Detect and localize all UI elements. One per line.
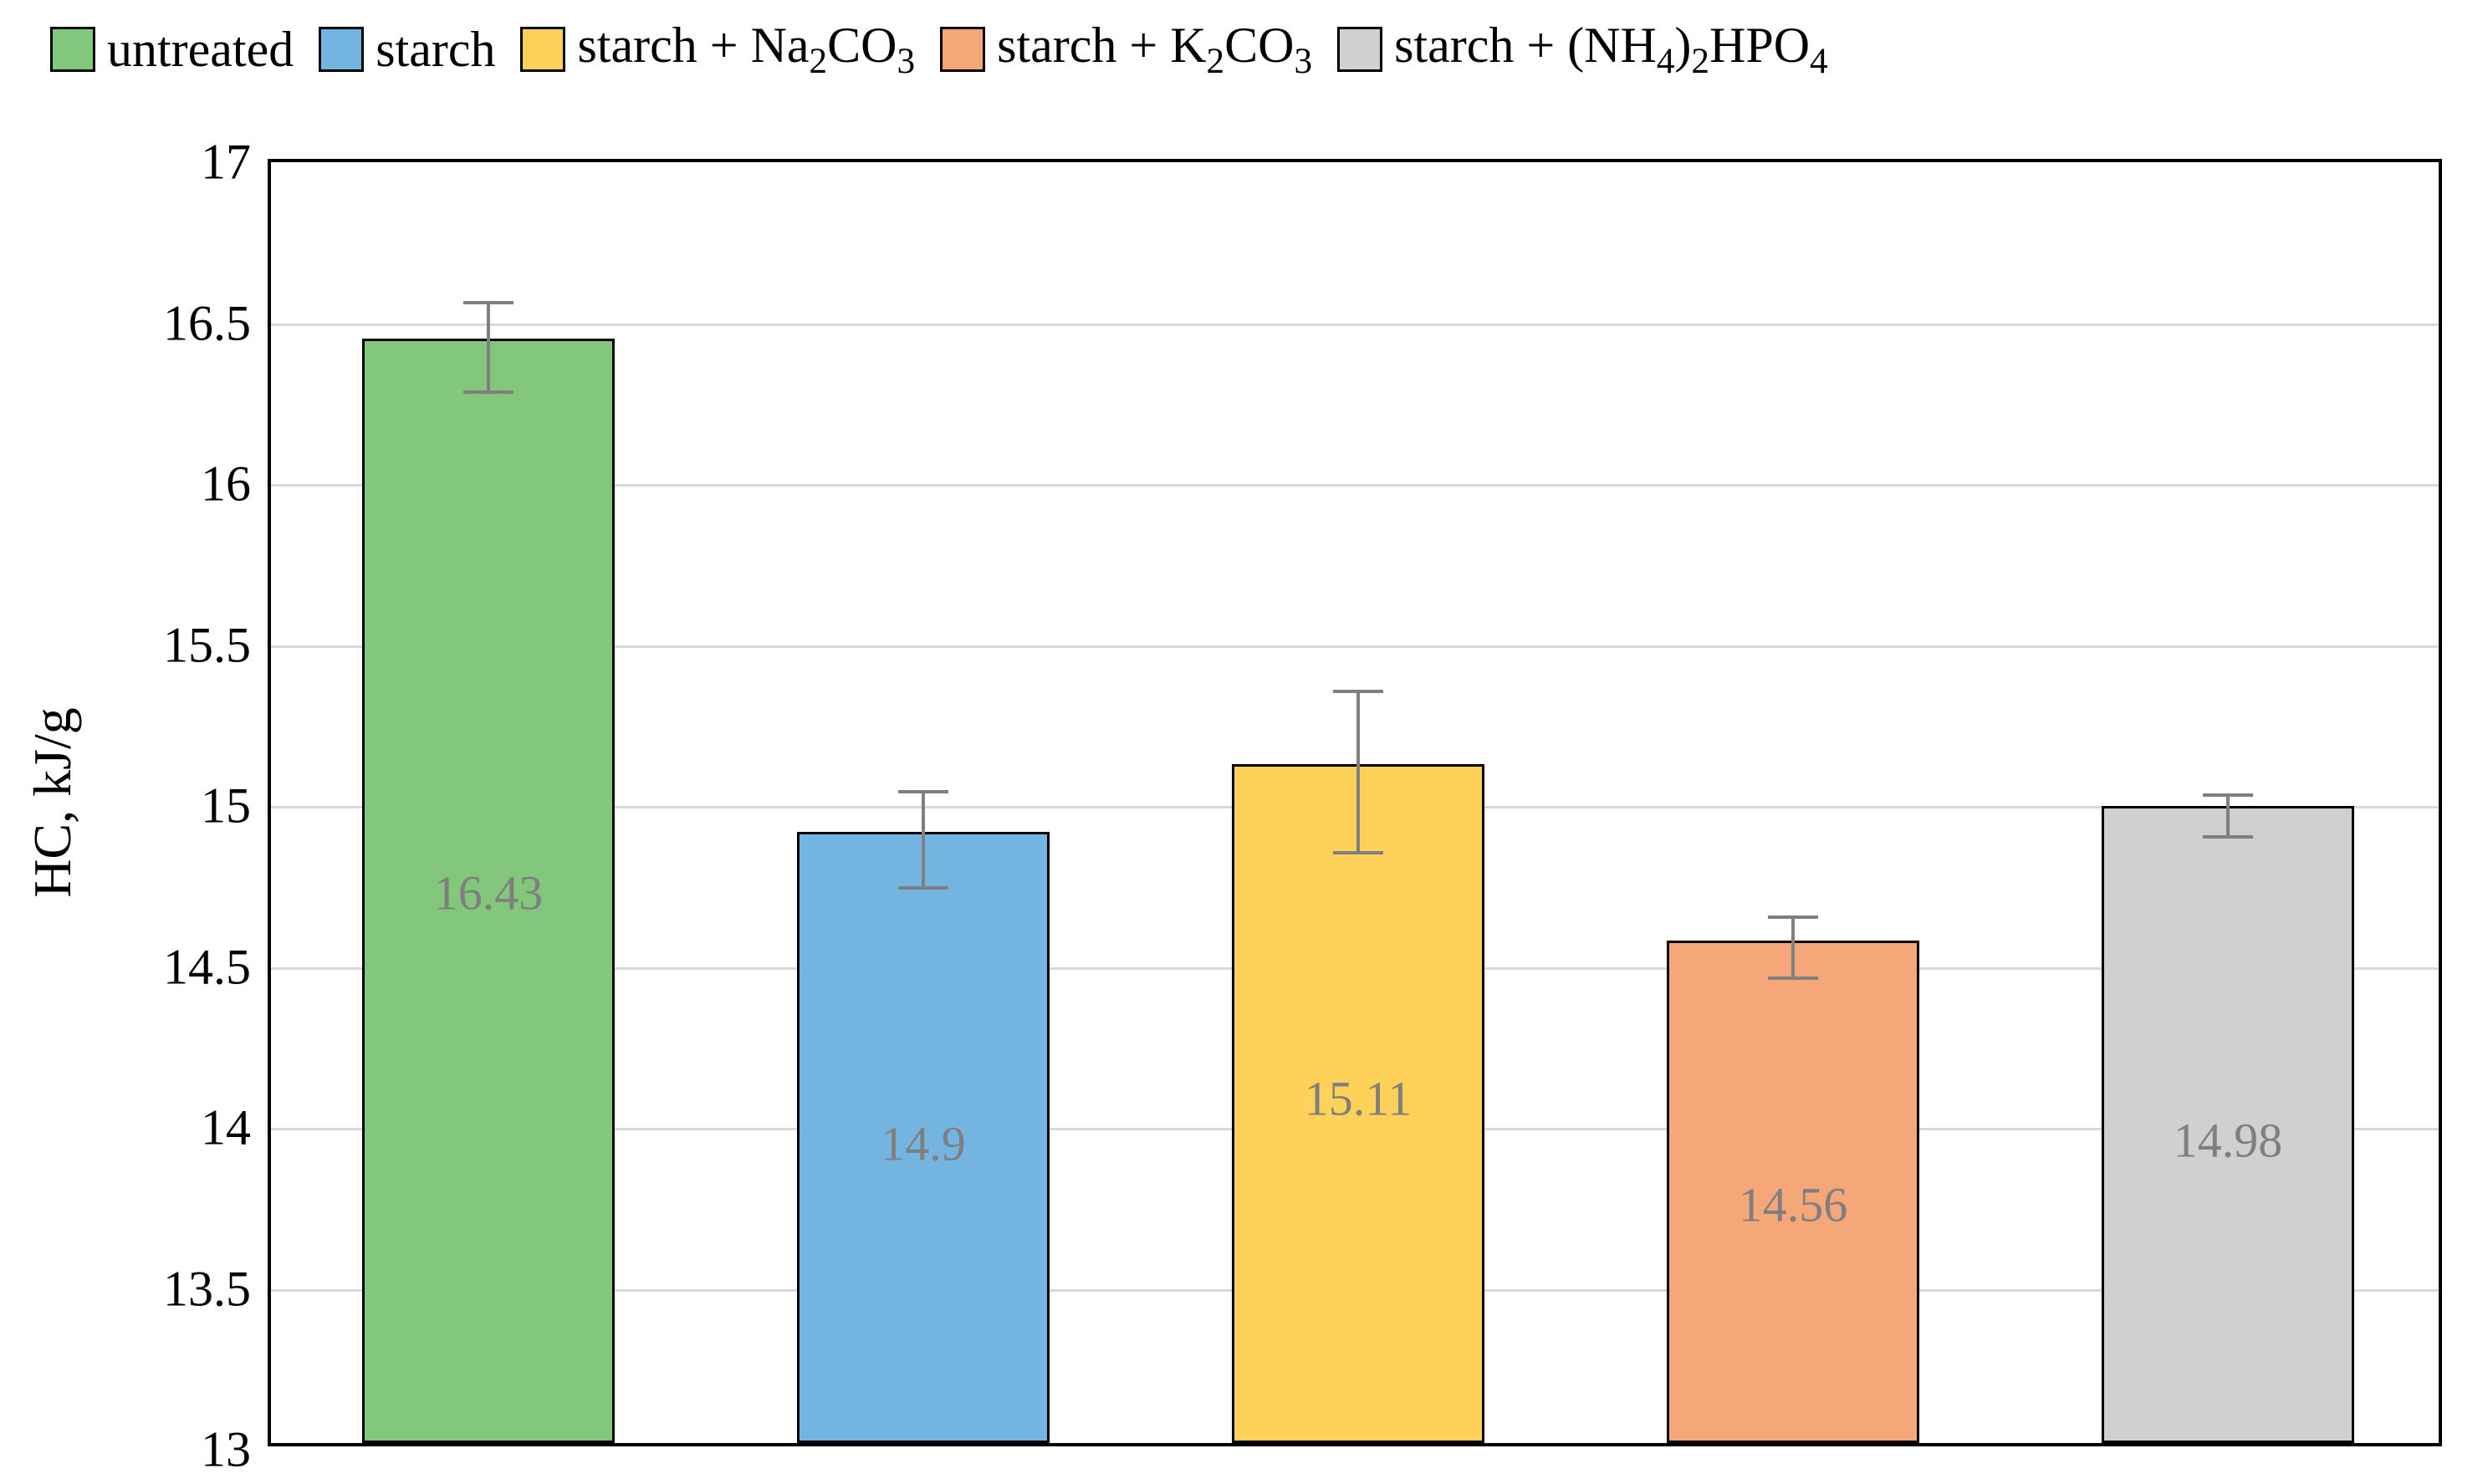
bar-value-label: 14.98 bbox=[2102, 1113, 2354, 1169]
bar-value-label: 14.9 bbox=[797, 1116, 1050, 1172]
chart-container: untreated starch starch + Na2CO3 starch + K… bbox=[0, 0, 2488, 1484]
error-bar-cap bbox=[463, 301, 513, 304]
y-tick-label: 17 bbox=[201, 134, 251, 191]
legend-item-starch_na: starch + Na2CO3 bbox=[520, 17, 915, 82]
y-tick-label: 13.5 bbox=[163, 1260, 251, 1318]
legend-swatch bbox=[50, 27, 95, 72]
error-bar bbox=[922, 790, 925, 887]
error-bar-cap bbox=[898, 886, 948, 890]
error-bar-cap bbox=[2203, 835, 2253, 839]
y-tick-label: 15 bbox=[201, 778, 251, 835]
error-bar bbox=[1356, 690, 1360, 851]
bar-value-label: 15.11 bbox=[1232, 1071, 1484, 1127]
legend-label: starch + Na2CO3 bbox=[577, 17, 915, 82]
y-tick-label: 16 bbox=[201, 456, 251, 513]
error-bar-cap bbox=[1333, 851, 1383, 854]
bar-value-label: 16.43 bbox=[362, 864, 615, 920]
y-axis-label: HC, kJ/g bbox=[22, 707, 84, 898]
error-bar-cap bbox=[463, 390, 513, 394]
gridline bbox=[271, 324, 2439, 326]
error-bar-cap bbox=[1768, 977, 1818, 980]
legend-label: untreated bbox=[107, 21, 294, 79]
legend-swatch bbox=[319, 27, 364, 72]
error-bar-cap bbox=[1768, 915, 1818, 919]
plot-area: 1313.51414.51515.51616.51716.4314.915.11… bbox=[268, 159, 2442, 1446]
legend-label: starch + K2CO3 bbox=[997, 17, 1312, 82]
error-bar-cap bbox=[2203, 793, 2253, 797]
legend-label: starch bbox=[375, 21, 495, 79]
legend-swatch bbox=[940, 27, 985, 72]
error-bar-cap bbox=[898, 790, 948, 793]
y-tick-label: 14 bbox=[201, 1099, 251, 1157]
legend-item-untreated: untreated bbox=[50, 21, 294, 79]
bar-value-label: 14.56 bbox=[1667, 1177, 1919, 1233]
legend-item-starch: starch bbox=[319, 21, 495, 79]
error-bar bbox=[487, 301, 490, 391]
legend-item-starch_nh4: starch + (NH4)2HPO4 bbox=[1337, 17, 1828, 82]
legend-swatch bbox=[520, 27, 565, 72]
legend-item-starch_k: starch + K2CO3 bbox=[940, 17, 1312, 82]
y-tick-label: 15.5 bbox=[163, 616, 251, 674]
legend: untreated starch starch + Na2CO3 starch + K… bbox=[50, 17, 1828, 82]
y-tick-label: 13 bbox=[201, 1421, 251, 1479]
error-bar bbox=[1791, 915, 1795, 977]
y-tick-label: 16.5 bbox=[163, 294, 251, 352]
error-bar bbox=[2226, 793, 2230, 835]
y-tick-label: 14.5 bbox=[163, 938, 251, 996]
legend-label: starch + (NH4)2HPO4 bbox=[1394, 17, 1828, 82]
error-bar-cap bbox=[1333, 690, 1383, 693]
legend-swatch bbox=[1337, 27, 1382, 72]
